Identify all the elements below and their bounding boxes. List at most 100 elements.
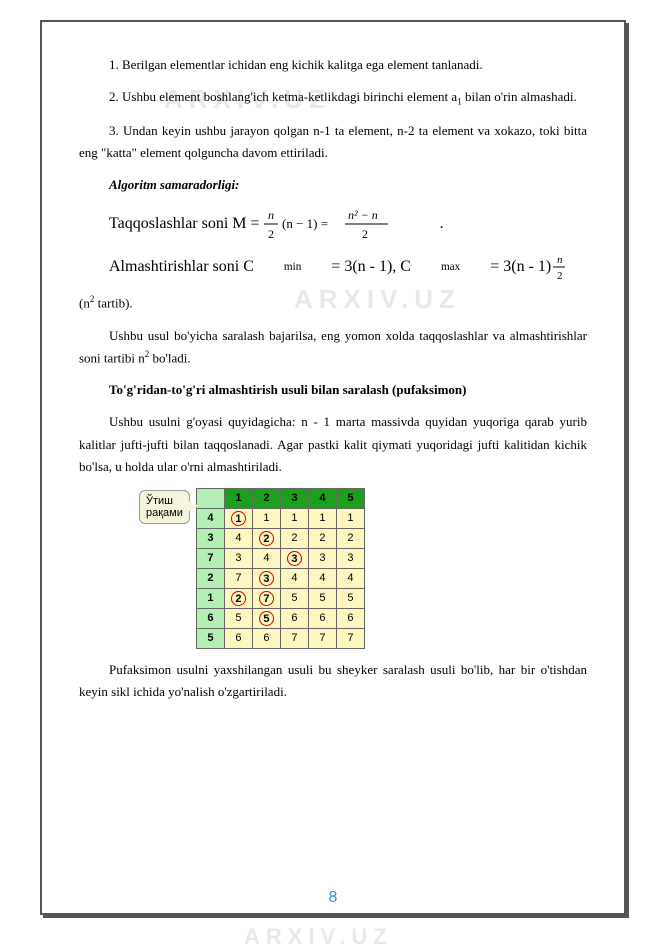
table-row: 342222 (196, 528, 364, 548)
section-heading: To'g'ridan-to'g'ri almashtirish usuli bi… (79, 379, 587, 401)
text: = 3(n - 1) (460, 258, 551, 276)
tartib-note: (n2 tartib). (79, 292, 587, 314)
table-cell: 2 (224, 588, 252, 608)
table-cell: 1 (336, 508, 364, 528)
text: (n (79, 296, 90, 311)
table-cell: 1 (224, 508, 252, 528)
sort-table: 1234541111134222273433327344412755565566… (196, 488, 365, 649)
table-row: 411111 (196, 508, 364, 528)
table-row: 655666 (196, 608, 364, 628)
subscript: max (411, 261, 460, 273)
period: . (410, 215, 444, 233)
formula-label: Taqqoslashlar soni M = (79, 215, 260, 233)
table-header: 3 (280, 488, 308, 508)
table-header: 2 (252, 488, 280, 508)
subscript: min (254, 261, 301, 273)
table-cell: 4 (224, 528, 252, 548)
table-cell: 5 (252, 608, 280, 628)
row-label: 6 (196, 608, 224, 628)
table-cell: 4 (336, 568, 364, 588)
circled-value: 1 (231, 511, 246, 526)
table-cell: 5 (280, 588, 308, 608)
circled-value: 5 (259, 611, 274, 626)
table-cell: 1 (280, 508, 308, 528)
circled-value: 2 (231, 591, 246, 606)
table-row: 734333 (196, 548, 364, 568)
table-header: 4 (308, 488, 336, 508)
row-label: 3 (196, 528, 224, 548)
table-cell: 4 (308, 568, 336, 588)
row-label: 2 (196, 568, 224, 588)
table-cell: 2 (252, 528, 280, 548)
row-label: 1 (196, 588, 224, 608)
row-label: 5 (196, 628, 224, 648)
circled-value: 2 (259, 531, 274, 546)
sort-table-wrap: Ўтишрақами 12345411111342222734333273444… (139, 488, 587, 649)
table-cell: 5 (308, 588, 336, 608)
formula-text: 2 (557, 270, 563, 282)
table-cell: 4 (252, 548, 280, 568)
circled-value: 3 (259, 571, 274, 586)
table-cell: 6 (224, 628, 252, 648)
text: Almashtirishlar soni C (79, 258, 254, 276)
formula-text: (n − 1) = (282, 216, 328, 231)
algorithm-heading: Algoritm samaradorligi: (79, 174, 587, 196)
formula-text: 2 (362, 227, 368, 241)
formula-almash: Almashtirishlar soni Cmin = 3(n - 1), Cm… (79, 252, 587, 282)
formula-main-svg: n 2 (n − 1) = n² − n 2 (260, 206, 410, 242)
table-row: 273444 (196, 568, 364, 588)
circled-value: 3 (287, 551, 302, 566)
table-cell: 6 (252, 628, 280, 648)
watermark: ARXIV.UZ (244, 924, 393, 950)
paragraph-1: 1. Berilgan elementlar ichidan eng kichi… (79, 54, 587, 76)
content: 1. Berilgan elementlar ichidan eng kichi… (79, 54, 587, 703)
text: bilan o'rin almashadi. (462, 89, 577, 104)
table-header: 1 (224, 488, 252, 508)
table-cell: 4 (280, 568, 308, 588)
table-cell: 1 (308, 508, 336, 528)
page-number: 8 (329, 889, 338, 907)
table-cell: 7 (308, 628, 336, 648)
callout-label: Ўтишрақами (139, 490, 190, 524)
table-cell: 6 (308, 608, 336, 628)
table-cell: 7 (252, 588, 280, 608)
circled-value: 7 (259, 591, 274, 606)
paragraph-3: 3. Undan keyin ushbu jarayon qolgan n-1 … (79, 120, 587, 164)
table-cell: 2 (308, 528, 336, 548)
page-content-area: ARXIV.UZ ARXIV.UZ ARXIV.UZ ARXIV.UZ 1. B… (44, 24, 622, 911)
table-cell: 3 (308, 548, 336, 568)
text: tartib). (94, 296, 132, 311)
table-header: 5 (336, 488, 364, 508)
row-label: 7 (196, 548, 224, 568)
formula-text: n (557, 254, 563, 266)
table-cell: 1 (252, 508, 280, 528)
table-cell: 6 (280, 608, 308, 628)
paragraph-5: Ushbu usul bo'yicha saralash bajarilsa, … (79, 325, 587, 370)
paragraph-2: 2. Ushbu element boshlang'ich ketma-ketl… (79, 86, 587, 110)
formula-text: n (268, 208, 274, 222)
table-cell: 2 (280, 528, 308, 548)
table-cell: 7 (280, 628, 308, 648)
table-cell: 3 (280, 548, 308, 568)
table-cell: 5 (336, 588, 364, 608)
table-cell: 7 (224, 568, 252, 588)
page-frame: ARXIV.UZ ARXIV.UZ ARXIV.UZ ARXIV.UZ 1. B… (40, 20, 626, 915)
table-cell: 3 (252, 568, 280, 588)
table-cell: 2 (336, 528, 364, 548)
table-row: 566777 (196, 628, 364, 648)
table-cell: 5 (224, 608, 252, 628)
table-cell: 7 (336, 628, 364, 648)
table-cell: 3 (224, 548, 252, 568)
text: = 3(n - 1), C (301, 258, 411, 276)
formula-text: n² − n (348, 208, 378, 222)
formula-small-svg: n 2 (551, 252, 571, 282)
paragraph-6: Ushbu usulni g'oyasi quyidagicha: n - 1 … (79, 411, 587, 477)
formula-text: 2 (268, 227, 274, 241)
text: 2. Ushbu element boshlang'ich ketma-ketl… (109, 89, 457, 104)
table-cell: 3 (336, 548, 364, 568)
text: bo'ladi. (149, 350, 190, 365)
formula-taqqos: Taqqoslashlar soni M = n 2 (n − 1) = n² … (79, 206, 587, 242)
table-cell: 6 (336, 608, 364, 628)
row-label: 4 (196, 508, 224, 528)
paragraph-7: Pufaksimon usulni yaxshilangan usuli bu … (79, 659, 587, 703)
